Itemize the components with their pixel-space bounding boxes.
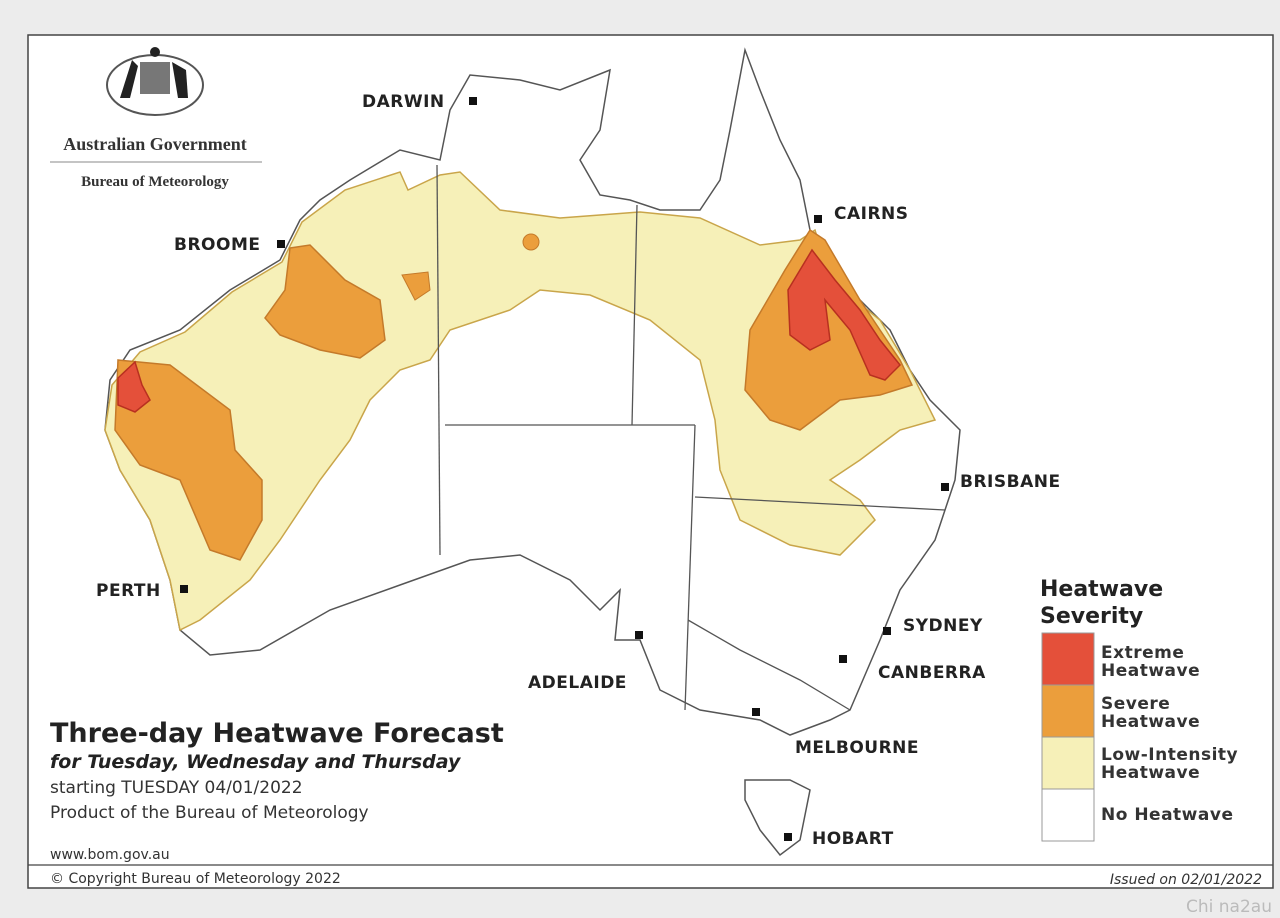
website: www.bom.gov.au bbox=[50, 847, 170, 863]
severe-region bbox=[114, 359, 263, 561]
legend-swatch bbox=[1041, 632, 1095, 686]
legend-title: Heatwave bbox=[1040, 577, 1163, 602]
bureau-name: Bureau of Meteorology bbox=[81, 174, 229, 190]
issued-date: Issued on 02/01/2022 bbox=[1110, 872, 1262, 888]
legend-title: Severity bbox=[1040, 604, 1143, 629]
city-marker bbox=[469, 97, 477, 105]
legend-label: Severe bbox=[1101, 694, 1170, 714]
forecast-title: Three-day Heatwave Forecast bbox=[50, 718, 504, 749]
city-label: HOBART bbox=[812, 829, 894, 849]
state-border bbox=[694, 496, 946, 511]
state-border bbox=[631, 204, 638, 426]
legend-label: Heatwave bbox=[1101, 712, 1200, 732]
city-label: DARWIN bbox=[362, 92, 445, 112]
city-marker bbox=[941, 483, 949, 491]
forecast-product: Product of the Bureau of Meteorology bbox=[50, 803, 369, 823]
city-marker bbox=[839, 655, 847, 663]
legend-label: Heatwave bbox=[1101, 661, 1200, 681]
legend-swatch bbox=[1041, 788, 1095, 842]
state-border bbox=[687, 619, 851, 711]
city-label: SYDNEY bbox=[903, 616, 983, 636]
legend-label: Extreme bbox=[1101, 643, 1184, 663]
legend-label: Low-Intensity bbox=[1101, 745, 1238, 765]
city-label: ADELAIDE bbox=[528, 673, 627, 693]
city-marker bbox=[277, 240, 285, 248]
city-marker bbox=[180, 585, 188, 593]
city-marker bbox=[784, 833, 792, 841]
severe-region bbox=[522, 233, 540, 251]
city-label: CAIRNS bbox=[834, 204, 909, 224]
city-label: BRISBANE bbox=[960, 472, 1061, 492]
cities: DARWIN CAIRNS BROOME BRISBANE PERTH SYDN… bbox=[96, 92, 1061, 849]
legend: Heatwave Severity Extreme Heatwave Sever… bbox=[1040, 577, 1238, 842]
city-label: CANBERRA bbox=[878, 663, 986, 683]
tasmania bbox=[744, 779, 811, 857]
city-marker bbox=[814, 215, 822, 223]
watermark: Chi na2au bbox=[1186, 897, 1272, 917]
state-border bbox=[436, 164, 441, 556]
extreme-region bbox=[117, 360, 151, 413]
legend-swatch bbox=[1041, 736, 1095, 790]
city-label: BROOME bbox=[174, 235, 260, 255]
severe-region bbox=[401, 271, 431, 301]
city-marker bbox=[635, 631, 643, 639]
forecast-start: starting TUESDAY 04/01/2022 bbox=[50, 778, 303, 798]
city-label: PERTH bbox=[96, 581, 161, 601]
city-label: MELBOURNE bbox=[795, 738, 919, 758]
severe-region bbox=[264, 244, 386, 359]
legend-label: Heatwave bbox=[1101, 763, 1200, 783]
city-marker bbox=[752, 708, 760, 716]
legend-swatch bbox=[1041, 684, 1095, 738]
state-border bbox=[684, 424, 696, 711]
city-marker bbox=[883, 627, 891, 635]
copyright: © Copyright Bureau of Meteorology 2022 bbox=[50, 871, 341, 887]
extreme-region bbox=[787, 248, 902, 381]
map bbox=[104, 47, 961, 857]
gov-name: Australian Government bbox=[63, 134, 247, 154]
logo bbox=[106, 47, 204, 116]
legend-label: No Heatwave bbox=[1101, 805, 1233, 825]
forecast-subtitle: for Tuesday, Wednesday and Thursday bbox=[50, 751, 462, 773]
